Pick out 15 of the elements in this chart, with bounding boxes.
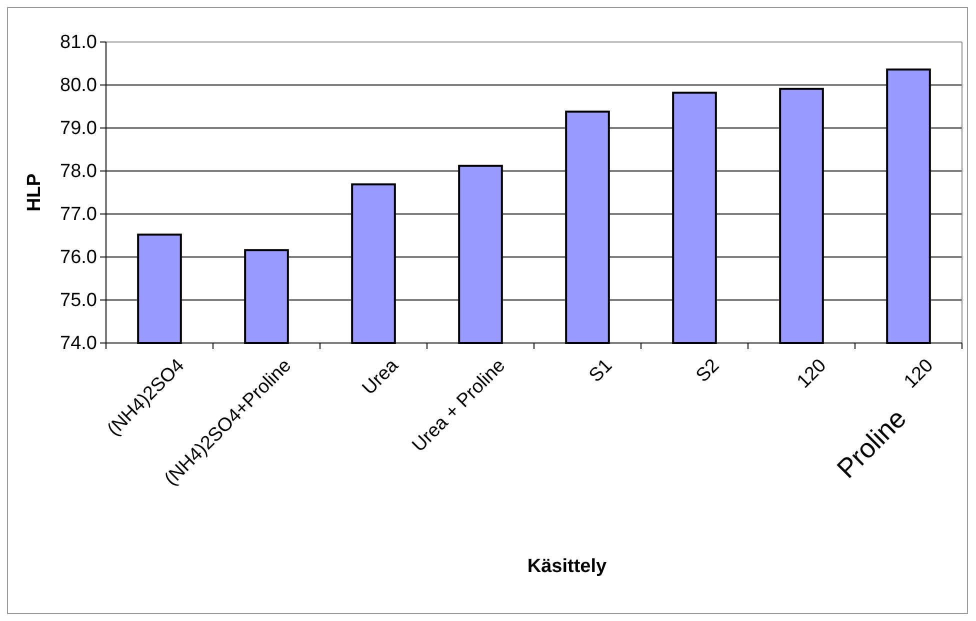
- y-axis-title: HLP: [24, 173, 45, 212]
- x-axis-title: Käsittely: [527, 556, 608, 577]
- x-tick-label: Urea: [358, 354, 403, 400]
- y-tick-label: 76.0: [60, 247, 97, 268]
- y-tick-label: 78.0: [60, 161, 97, 182]
- x-tick-label: 120: [793, 355, 831, 392]
- y-tick-label: 81.0: [60, 32, 97, 54]
- y-tick-label: 79.0: [60, 118, 97, 140]
- x-tick-label: 120: [900, 355, 938, 392]
- x-tick-label: S1: [585, 355, 617, 386]
- y-tick-label: 74.0: [60, 333, 97, 354]
- y-tick-label: 77.0: [60, 204, 97, 226]
- y-tick-label: 80.0: [60, 75, 97, 96]
- x-tick-label: S2: [692, 355, 724, 386]
- y-tick-label: 75.0: [60, 290, 97, 312]
